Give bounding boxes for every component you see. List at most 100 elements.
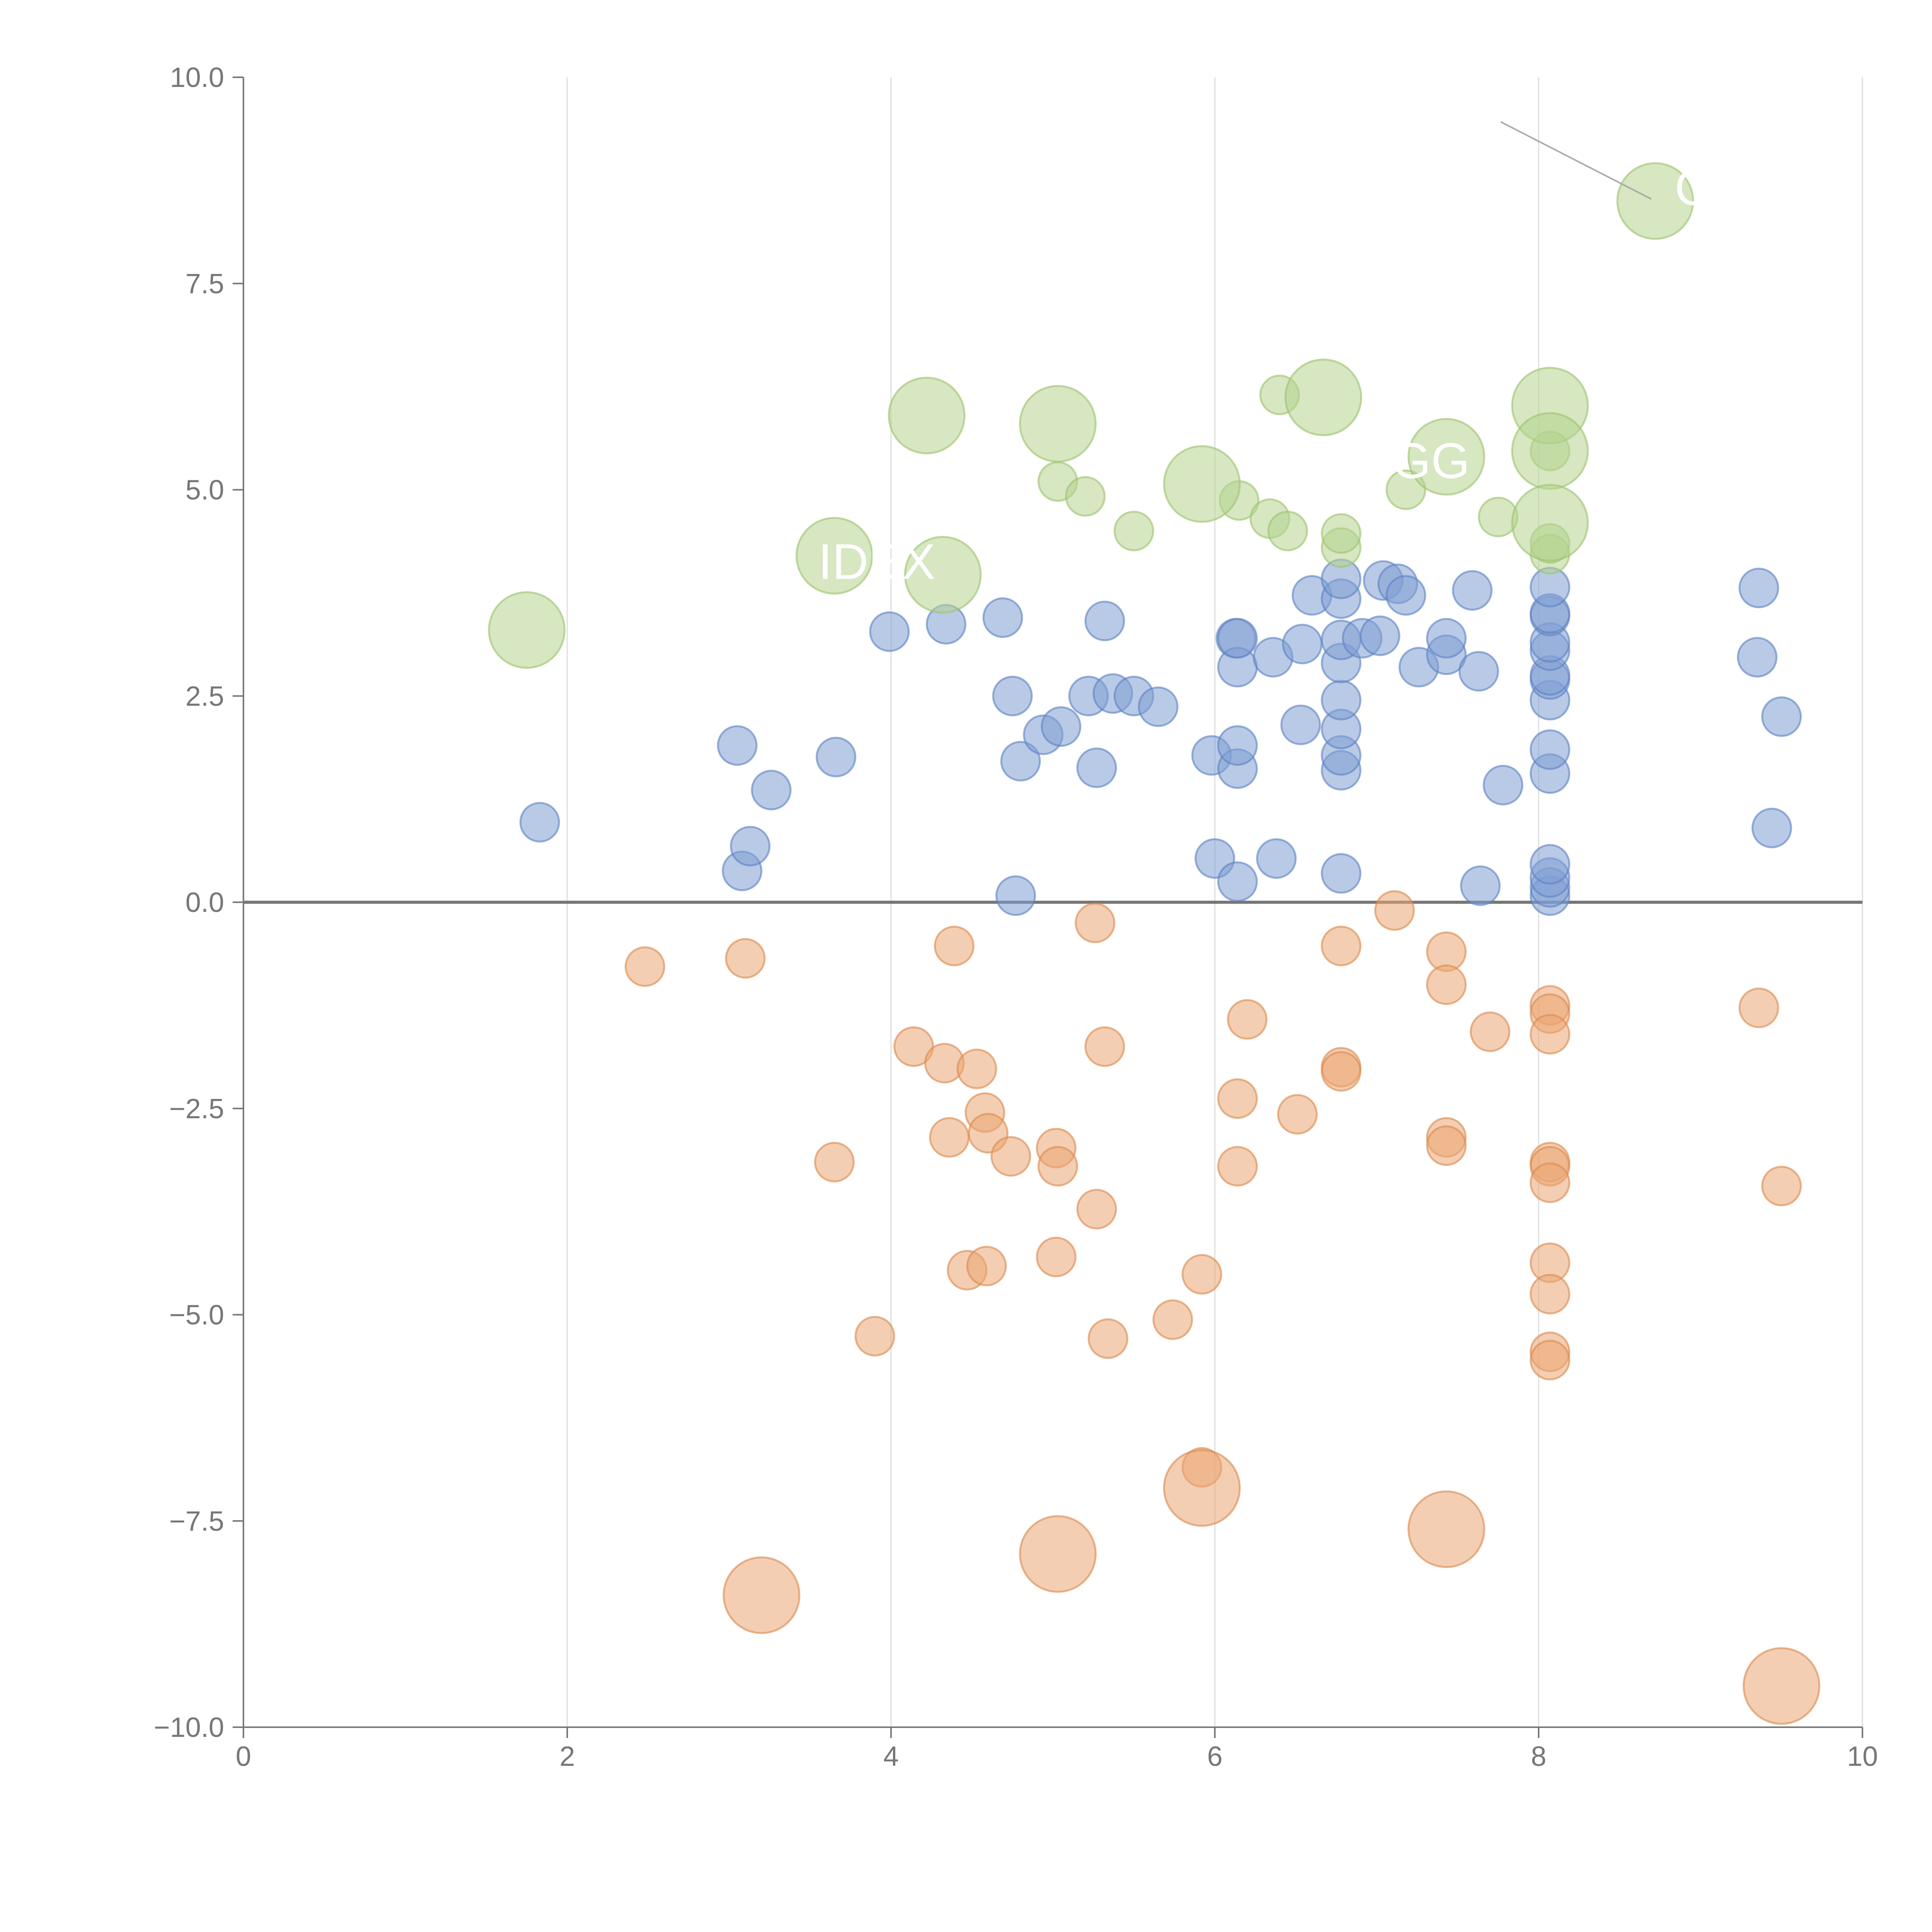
bubble-point — [1217, 618, 1258, 659]
bubble-point — [1529, 1340, 1570, 1381]
bubble-point — [717, 725, 758, 766]
bubble-point — [1076, 747, 1117, 788]
bubble-point — [1114, 510, 1154, 551]
y-tick-label: 0.0 — [185, 887, 224, 918]
callout-label: IDEX — [818, 533, 935, 590]
bubble-point — [956, 1048, 997, 1089]
bubble-point — [854, 1316, 895, 1357]
bubble-point — [1217, 725, 1258, 766]
bubble-point — [1426, 964, 1467, 1005]
bubble-point — [1037, 1146, 1078, 1187]
bubble-point — [1280, 704, 1321, 745]
series-2 — [488, 162, 1694, 669]
bubble-point — [904, 536, 982, 614]
x-tick-label: 4 — [883, 1741, 899, 1772]
x-tick-label: 10 — [1847, 1741, 1878, 1772]
y-tick-label: 2.5 — [185, 681, 224, 712]
bubble-point — [1426, 1125, 1467, 1166]
bubble-point — [1761, 1165, 1802, 1206]
bubble-point — [816, 736, 857, 777]
callout-annotations: IDEX GG C — [818, 121, 1711, 590]
axes — [243, 77, 1862, 1728]
bubble-point — [1227, 999, 1268, 1040]
bubble-point — [1529, 844, 1570, 885]
series-1 — [624, 890, 1820, 1725]
bubble-point — [1163, 1449, 1241, 1527]
bubble-point — [1075, 902, 1116, 943]
bubble-point — [1426, 618, 1467, 659]
bubble-point — [1738, 568, 1779, 609]
bubble-point — [1469, 1011, 1510, 1052]
bubble-point — [1321, 925, 1362, 966]
bubble-point — [1321, 513, 1362, 554]
bubble-point — [929, 1117, 970, 1158]
y-tick-label: −2.5 — [169, 1094, 224, 1124]
bubble-point — [1529, 1162, 1570, 1203]
bubble-point — [1152, 1299, 1193, 1340]
bubble-point — [624, 946, 665, 987]
bubble-point — [1084, 600, 1125, 641]
bubble-point — [934, 925, 975, 966]
bubble-point — [1041, 706, 1082, 747]
bubble-point — [1460, 865, 1501, 906]
bubble-point — [1065, 476, 1106, 517]
bubble-point — [1359, 615, 1400, 656]
callout-leader-line — [1500, 121, 1652, 200]
bubble-point — [1743, 1647, 1820, 1725]
tick-marks-and-labels: 0 2 4 6 8 10 10.0 7.5 5.0 2.5 0.0 −2.5 −5.0 −7.5 −10.0 — [154, 62, 1878, 1772]
bubble-point — [1282, 624, 1323, 665]
bubble-point — [725, 938, 766, 979]
callout-label: C — [1675, 159, 1711, 216]
bubble-point — [1076, 1189, 1117, 1230]
bubble-point — [1374, 890, 1415, 931]
bubble-point — [1407, 418, 1485, 496]
bubble-point — [1321, 680, 1362, 721]
bubble-point — [1217, 1146, 1258, 1187]
bubble-point — [1256, 838, 1297, 879]
bubble-point — [730, 826, 770, 867]
bubble-point — [723, 1556, 801, 1634]
y-tick-label: 10.0 — [170, 62, 224, 93]
bubble-point — [1217, 861, 1258, 902]
bubble-point — [1529, 729, 1570, 770]
bubble-point — [1737, 637, 1778, 678]
bubble-point — [1036, 1236, 1077, 1277]
bubble-point — [1000, 741, 1041, 782]
bubble-point — [995, 875, 1036, 916]
bubble-point — [1138, 686, 1179, 727]
x-tick-label: 8 — [1531, 1741, 1546, 1772]
bubble-point — [1458, 651, 1499, 692]
bubble-point — [1181, 1254, 1222, 1295]
bubble-point — [519, 802, 560, 843]
bubble-point — [992, 675, 1033, 716]
y-tick-label: 7.5 — [185, 269, 224, 299]
bubble-point — [1407, 1490, 1485, 1568]
bubble-point — [1529, 1274, 1570, 1315]
bubble-point — [982, 597, 1023, 638]
bubble-point — [1616, 162, 1694, 240]
bubble-point — [1529, 1014, 1570, 1055]
bubble-point — [1511, 484, 1589, 562]
bubble-point — [1284, 358, 1362, 436]
bubble-points — [488, 162, 1820, 1725]
bubble-point — [795, 517, 873, 595]
bubble-point — [1267, 510, 1308, 551]
bubble-point — [1277, 1094, 1318, 1135]
bubble-point — [1511, 412, 1589, 490]
bubble-point — [1738, 987, 1779, 1028]
bubble-point — [1019, 1515, 1097, 1593]
bubble-point — [1084, 1026, 1125, 1067]
bubble-point — [1087, 1318, 1128, 1359]
bubble-point — [990, 1136, 1031, 1177]
bubble-point — [869, 611, 910, 652]
bubble-point — [1385, 575, 1426, 616]
bubble-point — [1452, 570, 1493, 611]
y-tick-label: 5.0 — [185, 475, 224, 506]
bubble-point — [1483, 765, 1524, 806]
bubble-point — [1761, 696, 1802, 737]
x-tick-label: 0 — [236, 1741, 251, 1772]
bubble-point — [1163, 445, 1241, 523]
bubble-point — [488, 591, 566, 669]
y-tick-label: −7.5 — [169, 1506, 224, 1537]
